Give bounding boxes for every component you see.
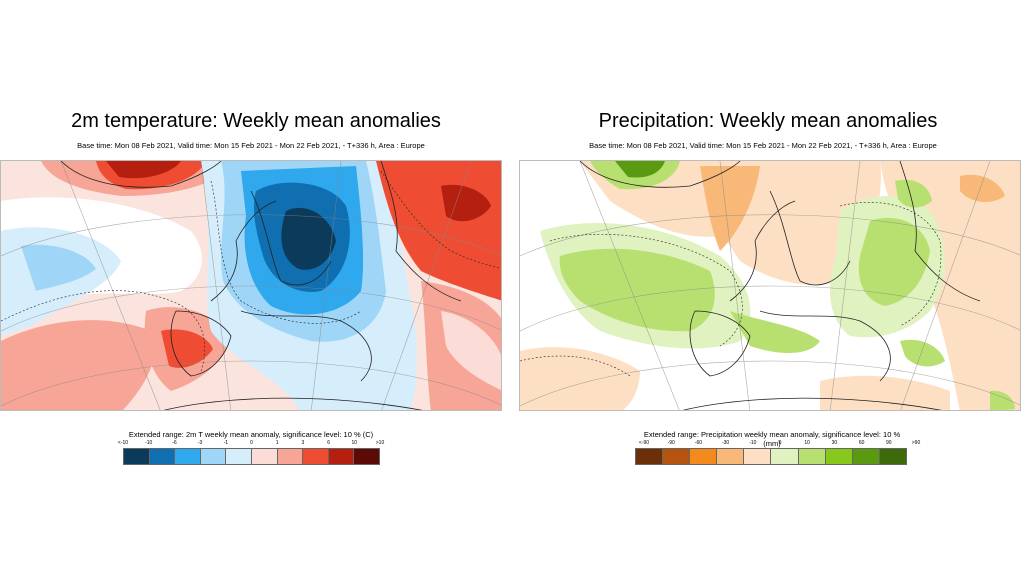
- temperature-map-graphic: [1, 161, 501, 410]
- temperature-legend-swatch: [354, 449, 379, 464]
- temperature-legend-swatch: [175, 449, 201, 464]
- precipitation-legend-tick: 60: [858, 440, 865, 446]
- precipitation-legend-swatch: [798, 449, 826, 464]
- temperature-legend-swatch: [149, 449, 176, 464]
- precipitation-legend-tick: -60: [694, 440, 703, 446]
- temperature-panel: 2m temperature: Weekly mean anomalies Ba…: [0, 110, 502, 465]
- temperature-legend-swatch: [328, 449, 355, 464]
- precipitation-legend-swatch: [663, 449, 691, 464]
- temperature-legend-tick: >10: [375, 440, 385, 446]
- temperature-legend-tick: -3: [197, 440, 203, 446]
- temperature-legend-title: Extended range: 2m T weekly mean anomaly…: [128, 430, 374, 439]
- temperature-legend-swatch: [124, 449, 150, 464]
- precipitation-subtitle: Base time: Mon 08 Feb 2021, Valid time: …: [589, 141, 937, 150]
- precipitation-legend-tick: -30: [721, 440, 730, 446]
- temperature-legend-swatch: [303, 449, 329, 464]
- temperature-legend-tick: -1: [223, 440, 229, 446]
- precipitation-legend-swatch: [771, 449, 799, 464]
- precipitation-legend-tick: 30: [831, 440, 838, 446]
- temperature-subtitle: Base time: Mon 08 Feb 2021, Valid time: …: [77, 141, 425, 150]
- precipitation-legend-swatch: [717, 449, 745, 464]
- precipitation-legend-tick: 0: [778, 440, 782, 446]
- temperature-legend-swatch: [200, 449, 227, 464]
- temperature-legend-swatch: [226, 449, 252, 464]
- precipitation-legend-ticks: <-90 -90 -60 -30 -10 0 10 30 60 90 >90: [637, 440, 920, 448]
- temperature-legend-tick: <-10: [117, 440, 129, 446]
- temperature-legend-tick: 10: [351, 440, 358, 446]
- precipitation-legend-tick: -10: [749, 440, 757, 446]
- precipitation-legend-colorbar: [635, 448, 907, 465]
- precipitation-legend-swatch: [636, 449, 664, 464]
- precipitation-map-graphic: [520, 161, 1020, 410]
- precipitation-legend-swatch: [879, 449, 906, 464]
- precipitation-legend-swatch: [852, 449, 880, 464]
- precipitation-legend-title: Extended range: Precipitation weekly mea…: [643, 430, 901, 448]
- temperature-legend-tick: -6: [172, 440, 177, 446]
- temperature-legend-tick: 0: [250, 440, 253, 446]
- precipitation-legend-swatch: [690, 449, 718, 464]
- precipitation-legend-tick: 10: [804, 440, 810, 446]
- precipitation-legend-tick: <-90: [638, 440, 650, 446]
- temperature-legend-tick: 3: [301, 440, 305, 446]
- precipitation-legend-tick: -90: [667, 440, 675, 446]
- precipitation-title: Precipitation: Weekly mean anomalies: [598, 110, 938, 132]
- temperature-legend-swatch: [277, 449, 304, 464]
- temperature-legend-tick: 1: [275, 440, 279, 446]
- temperature-anomaly-map: [0, 160, 502, 411]
- precipitation-panel: Precipitation: Weekly mean anomalies Bas…: [512, 0, 1024, 576]
- temperature-legend-ticks: <-10 -10 -6 -3 -1 0 1 3 6 10 >10: [116, 440, 386, 448]
- precipitation-legend-swatch: [744, 449, 772, 464]
- precipitation-legend-tick: 90: [886, 440, 892, 446]
- precipitation-legend-swatch: [825, 449, 853, 464]
- temperature-title: 2m temperature: Weekly mean anomalies: [71, 110, 441, 132]
- precipitation-legend-tick: >90: [911, 440, 921, 446]
- temperature-legend-tick: -10: [145, 440, 153, 446]
- temperature-legend-colorbar: [123, 448, 380, 465]
- temperature-legend-swatch: [251, 449, 278, 464]
- precipitation-anomaly-map: [519, 160, 1021, 411]
- temperature-legend-tick: 6: [327, 440, 330, 446]
